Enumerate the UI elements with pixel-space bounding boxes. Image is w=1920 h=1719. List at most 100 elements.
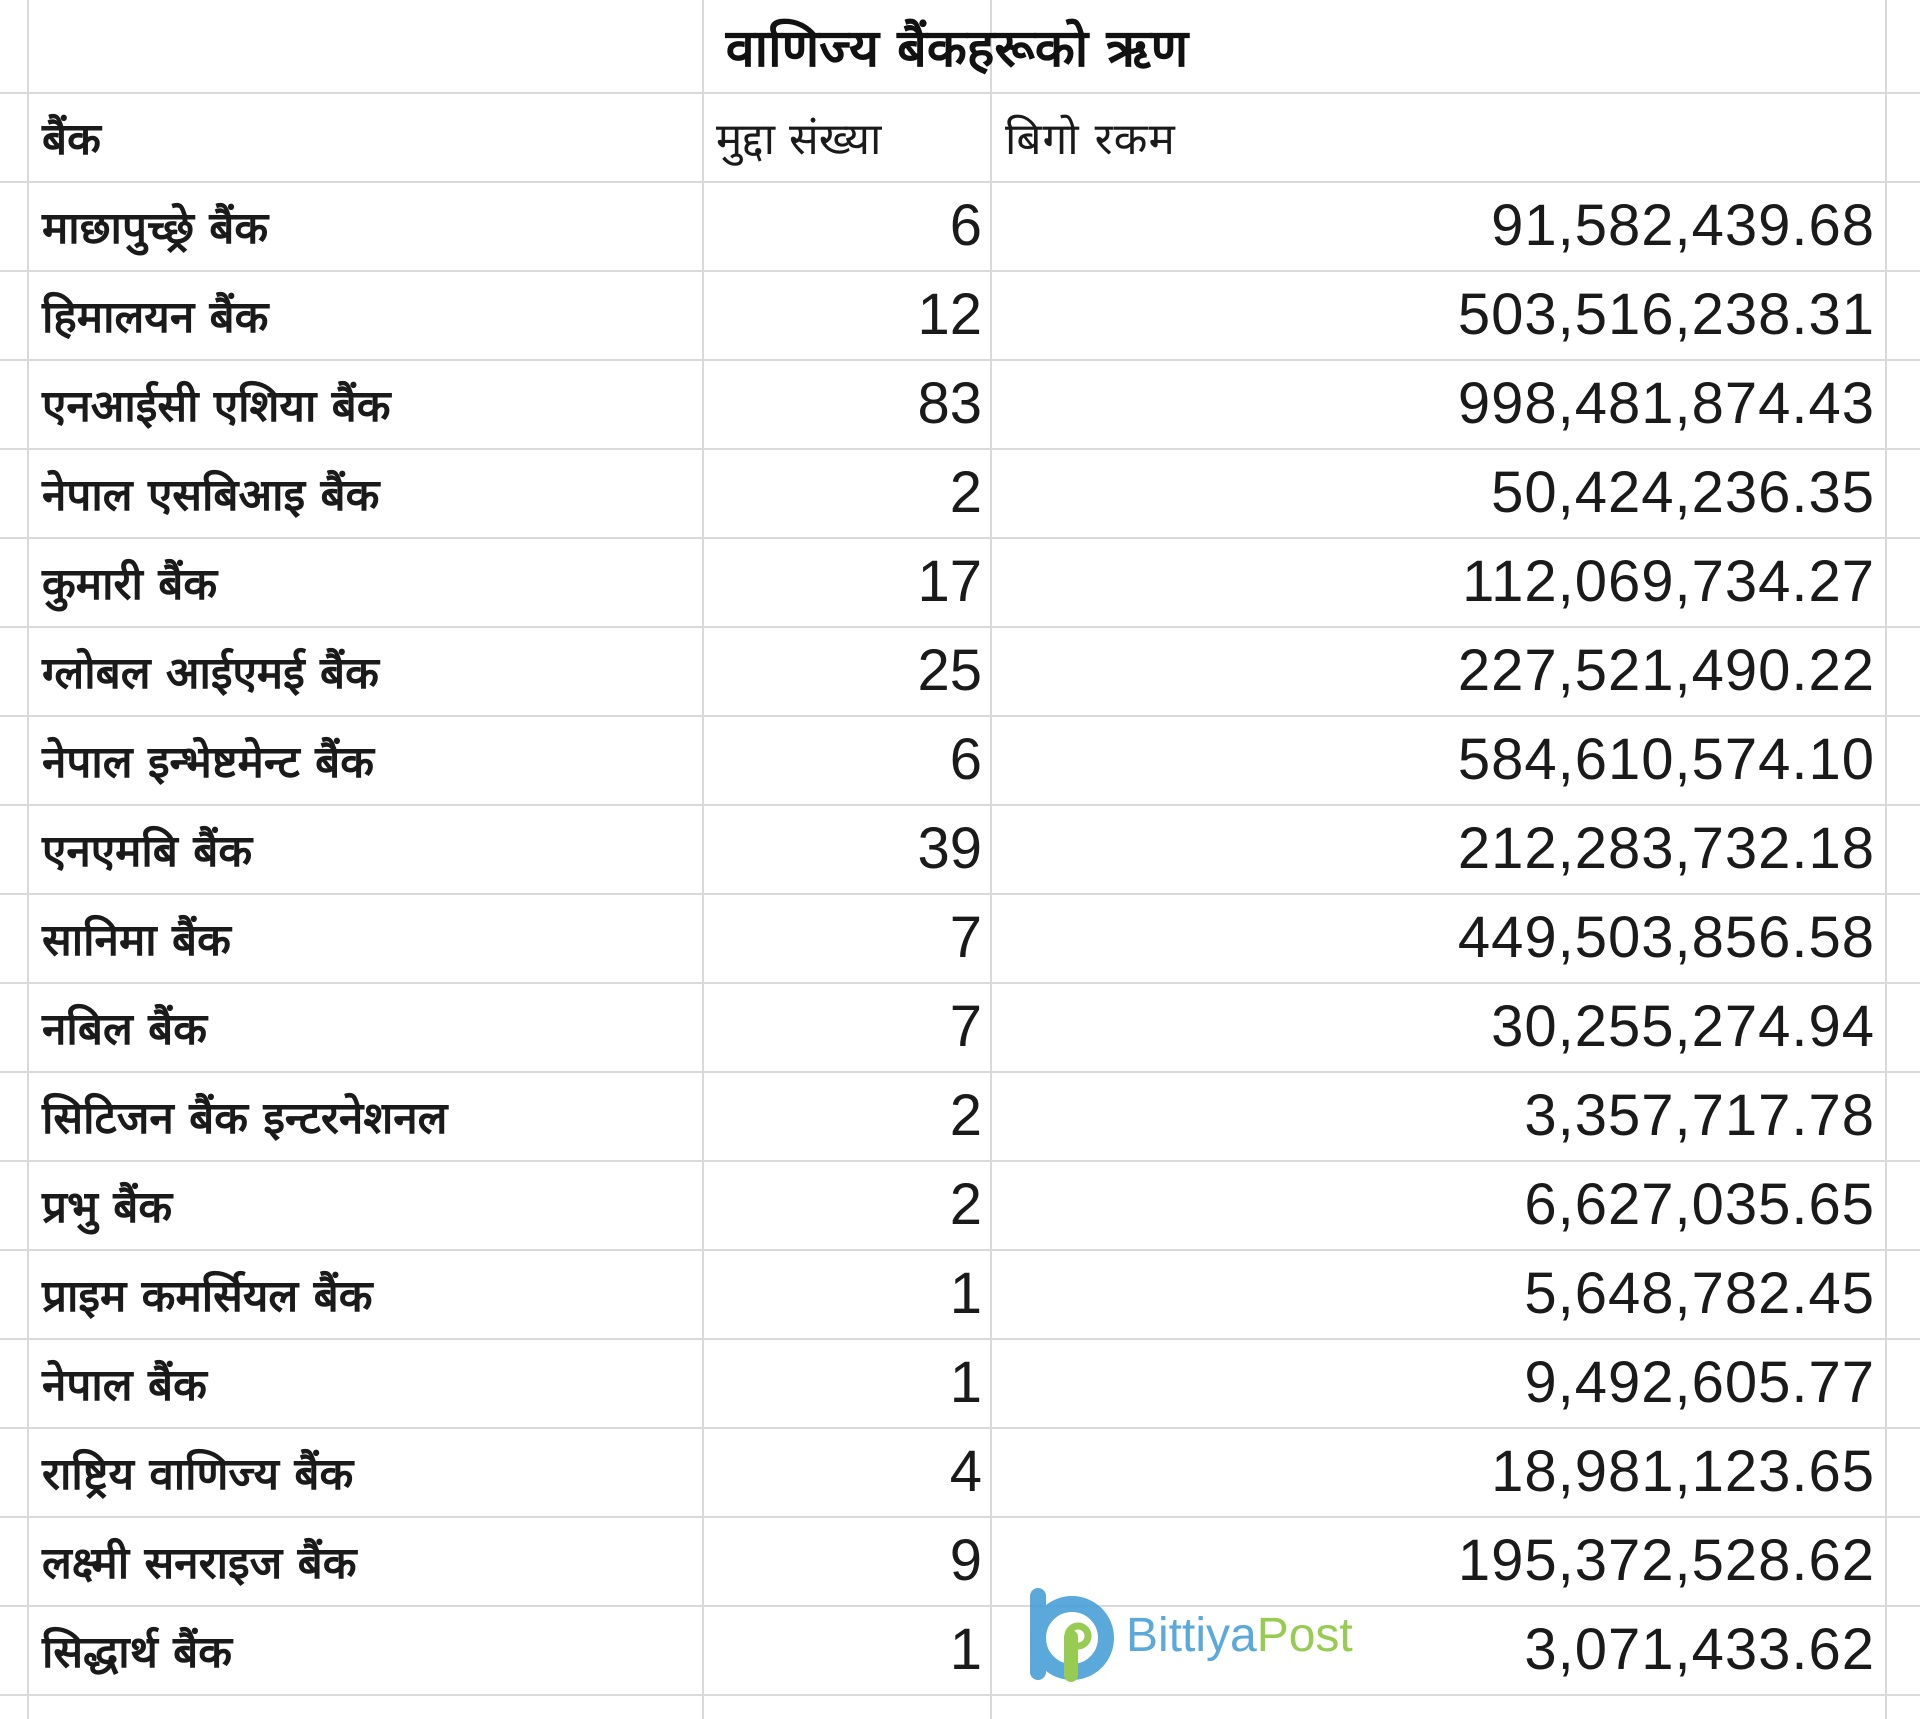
grid-line <box>0 626 1920 628</box>
case-count-cell: 7 <box>949 994 982 1059</box>
bank-name-cell: माछापुच्छ्रे बैंक <box>42 202 269 254</box>
watermark-text: BittiyaPost <box>1126 1608 1353 1662</box>
grid-line <box>0 448 1920 450</box>
bank-name-cell: नेपाल बैंक <box>42 1359 207 1411</box>
case-count-cell: 12 <box>917 282 982 347</box>
table-row: प्रभु बैंक 2 6,627,035.65 <box>0 1160 1920 1249</box>
table-row: प्राइम कमर्सियल बैंक 1 5,648,782.45 <box>0 1249 1920 1338</box>
bittiyapost-logo-icon <box>1030 1588 1114 1682</box>
table-row: नबिल बैंक 7 30,255,274.94 <box>0 982 1920 1071</box>
bank-name-cell: प्रभु बैंक <box>42 1181 173 1233</box>
grid-line <box>0 92 1920 94</box>
amount-cell: 227,521,490.22 <box>1457 638 1875 703</box>
bank-name-cell: नेपाल एसबिआइ बैंक <box>42 469 380 521</box>
grid-line <box>1885 0 1887 1719</box>
case-count-cell: 17 <box>917 549 982 614</box>
amount-cell: 449,503,856.58 <box>1457 905 1875 970</box>
case-count-cell: 1 <box>949 1261 982 1326</box>
case-count-cell: 2 <box>949 1083 982 1148</box>
watermark: BittiyaPost <box>1020 1580 1430 1690</box>
table-row: सिटिजन बैंक इन्टरनेशनल 2 3,357,717.78 <box>0 1071 1920 1160</box>
amount-cell: 503,516,238.31 <box>1457 282 1875 347</box>
grid-line <box>0 537 1920 539</box>
amount-cell: 50,424,236.35 <box>1491 460 1875 525</box>
grid-line <box>702 0 704 1719</box>
grid-line <box>0 1249 1920 1251</box>
table-title: वाणिज्य बैंकहरूको ऋण <box>725 18 1189 79</box>
case-count-cell: 6 <box>949 727 982 792</box>
grid-line <box>0 1160 1920 1162</box>
table-row: नेपाल एसबिआइ बैंक 2 50,424,236.35 <box>0 448 1920 537</box>
case-count-cell: 6 <box>949 193 982 258</box>
grid-line <box>0 270 1920 272</box>
table-row: एनआईसी एशिया बैंक 83 998,481,874.43 <box>0 359 1920 448</box>
bank-name-cell: सिद्धार्थ बैंक <box>42 1626 233 1678</box>
table-row: नेपाल बैंक 1 9,492,605.77 <box>0 1338 1920 1427</box>
grid-line <box>0 181 1920 183</box>
case-count-cell: 2 <box>949 1172 982 1237</box>
case-count-cell: 7 <box>949 905 982 970</box>
table-row: एनएमबि बैंक 39 212,283,732.18 <box>0 804 1920 893</box>
table-row: कुमारी बैंक 17 112,069,734.27 <box>0 537 1920 626</box>
grid-line <box>0 715 1920 717</box>
case-count-cell: 2 <box>949 460 982 525</box>
table-row: लक्ष्मी सनराइज बैंक 9 195,372,528.62 <box>0 1516 1920 1605</box>
bank-name-cell: एनआईसी एशिया बैंक <box>42 380 391 432</box>
header-bank: बैंक <box>42 113 101 165</box>
bank-name-cell: नबिल बैंक <box>42 1003 208 1055</box>
grid-line <box>0 1516 1920 1518</box>
grid-line <box>0 359 1920 361</box>
grid-line <box>0 1338 1920 1340</box>
amount-cell: 18,981,123.65 <box>1491 1439 1875 1504</box>
case-count-cell: 83 <box>917 371 982 436</box>
amount-cell: 6,627,035.65 <box>1524 1172 1875 1237</box>
amount-cell: 584,610,574.10 <box>1457 727 1875 792</box>
case-count-cell: 9 <box>949 1528 982 1593</box>
table-row: नेपाल इन्भेष्टमेन्ट बैंक 6 584,610,574.10 <box>0 715 1920 804</box>
case-count-cell: 4 <box>949 1439 982 1504</box>
grid-line <box>0 1605 1920 1607</box>
amount-cell: 195,372,528.62 <box>1457 1528 1875 1593</box>
grid-line <box>0 893 1920 895</box>
amount-cell: 3,071,433.62 <box>1524 1617 1875 1682</box>
table-row: माछापुच्छ्रे बैंक 6 91,582,439.68 <box>0 181 1920 270</box>
header-cases: मुद्दा संख्या <box>716 113 882 165</box>
bank-name-cell: हिमालयन बैंक <box>42 291 269 343</box>
bank-name-cell: एनएमबि बैंक <box>42 825 253 877</box>
bank-name-cell: सानिमा बैंक <box>42 914 231 966</box>
bank-name-cell: ग्लोबल आईएमई बैंक <box>42 647 379 699</box>
bank-name-cell: कुमारी बैंक <box>42 558 218 610</box>
case-count-cell: 39 <box>917 816 982 881</box>
table-row: हिमालयन बैंक 12 503,516,238.31 <box>0 270 1920 359</box>
grid-line <box>0 982 1920 984</box>
amount-cell: 112,069,734.27 <box>1462 549 1875 614</box>
grid-line <box>990 0 992 1719</box>
table-row: सिद्धार्थ बैंक 1 3,071,433.62 <box>0 1605 1920 1694</box>
amount-cell: 998,481,874.43 <box>1457 371 1875 436</box>
header-amount: बिगो रकम <box>1005 113 1176 165</box>
table-row: राष्ट्रिय वाणिज्य बैंक 4 18,981,123.65 <box>0 1427 1920 1516</box>
table-row: ग्लोबल आईएमई बैंक 25 227,521,490.22 <box>0 626 1920 715</box>
bank-name-cell: नेपाल इन्भेष्टमेन्ट बैंक <box>42 736 375 788</box>
amount-cell: 5,648,782.45 <box>1524 1261 1875 1326</box>
amount-cell: 30,255,274.94 <box>1491 994 1875 1059</box>
bank-name-cell: सिटिजन बैंक इन्टरनेशनल <box>42 1092 448 1144</box>
case-count-cell: 25 <box>917 638 982 703</box>
bank-name-cell: लक्ष्मी सनराइज बैंक <box>42 1537 357 1589</box>
grid-line <box>0 804 1920 806</box>
header-row: बैंक मुद्दा संख्या बिगो रकम <box>0 92 1920 181</box>
case-count-cell: 1 <box>949 1617 982 1682</box>
grid-line <box>0 1694 1920 1696</box>
case-count-cell: 1 <box>949 1350 982 1415</box>
bank-name-cell: राष्ट्रिय वाणिज्य बैंक <box>42 1448 354 1500</box>
amount-cell: 9,492,605.77 <box>1524 1350 1875 1415</box>
amount-cell: 3,357,717.78 <box>1524 1083 1875 1148</box>
amount-cell: 212,283,732.18 <box>1457 816 1875 881</box>
grid-line <box>0 1071 1920 1073</box>
grid-line <box>27 0 29 1719</box>
bank-name-cell: प्राइम कमर्सियल बैंक <box>42 1270 373 1322</box>
table-row: सानिमा बैंक 7 449,503,856.58 <box>0 893 1920 982</box>
amount-cell: 91,582,439.68 <box>1491 193 1875 258</box>
grid-line <box>0 1427 1920 1429</box>
